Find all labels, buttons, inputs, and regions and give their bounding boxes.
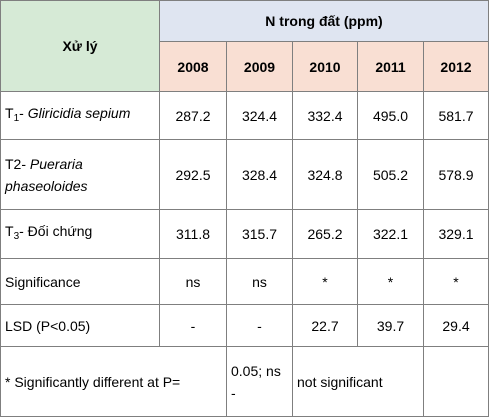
footnote-part-2: 0.05; ns - [226,346,293,417]
lsd-cell: - [226,304,293,347]
lsd-cell: 22.7 [292,304,358,347]
footnote-part-1: * Significantly different at P= [0,346,227,417]
footnote-empty-cell [422,346,489,417]
lsd-cell: - [159,304,227,347]
table-row: T1- Gliricidia sepium 287.2 324.4 332.4 … [0,91,489,140]
value-cell: 287.2 [159,91,227,140]
treatment-prefix: T [5,104,14,121]
value-cell: 329.1 [422,209,489,259]
treatment-cell: T1- Gliricidia sepium [0,91,160,140]
value-cell: 332.4 [292,91,358,140]
value-cell: 581.7 [422,91,489,140]
significance-cell: * [422,258,489,305]
header-row-group: Xử lý N trong đất (ppm) [0,0,489,92]
value-cell: 292.5 [159,139,227,210]
nitrogen-group-header: N trong đất (ppm) [158,0,489,42]
year-header: 2011 [357,41,424,92]
year-header: 2012 [422,41,489,92]
year-header: 2010 [292,41,358,92]
treatment-cell: T3- Đối chứng [0,209,160,259]
value-cell: 315.7 [226,209,293,259]
significance-cell: ns [226,258,293,305]
lsd-cell: 29.4 [422,304,489,347]
header-row-years: 2008 2009 2010 2011 2012 [1,41,489,92]
treatment-cell: T2- Pueraria phaseoloides [0,139,160,210]
treatment-prefix: T2- [5,155,30,172]
treatment-header-text: Xử lý [62,38,98,54]
value-cell: 311.8 [159,209,227,259]
footnote-part-3: not significant [292,346,424,417]
treatment-header: Xử lý [0,0,160,92]
footnote-row: * Significantly different at P= 0.05; ns… [0,346,489,417]
treatment-prefix: T [5,223,14,239]
significance-cell: ns [159,258,227,305]
value-cell: 505.2 [357,139,424,210]
significance-cell: * [292,258,358,305]
treatment-species: Gliricidia sepium [27,104,131,121]
table-row: T3- Đối chứng 311.8 315.7 265.2 322.1 32… [0,209,489,259]
lsd-cell: 39.7 [357,304,424,347]
year-header: 2008 [159,41,227,92]
treatment-species: Pueraria phaseoloides [5,155,88,194]
value-cell: 324.8 [292,139,358,210]
value-cell: 324.4 [226,91,293,140]
treatment-control-label: - Đối chứng [19,223,93,239]
value-cell: 495.0 [357,91,424,140]
table-row: T2- Pueraria phaseoloides 292.5 328.4 32… [0,139,489,210]
significance-label: Significance [0,258,160,305]
treatment-subscript: 3 [13,231,20,242]
significance-row: Significance ns ns * * * [0,258,489,305]
nitrogen-group-header-text: N trong đất (ppm) [265,13,383,29]
significance-cell: * [357,258,424,305]
treatment-subscript: 1 [13,112,20,124]
lsd-label: LSD (P<0.05) [0,304,160,347]
value-cell: 578.9 [422,139,489,210]
value-cell: 322.1 [357,209,424,259]
lsd-row: LSD (P<0.05) - - 22.7 39.7 29.4 [0,304,489,347]
value-cell: 265.2 [292,209,358,259]
value-cell: 328.4 [226,139,293,210]
year-header: 2009 [226,41,293,92]
treatment-separator: - [19,104,28,121]
